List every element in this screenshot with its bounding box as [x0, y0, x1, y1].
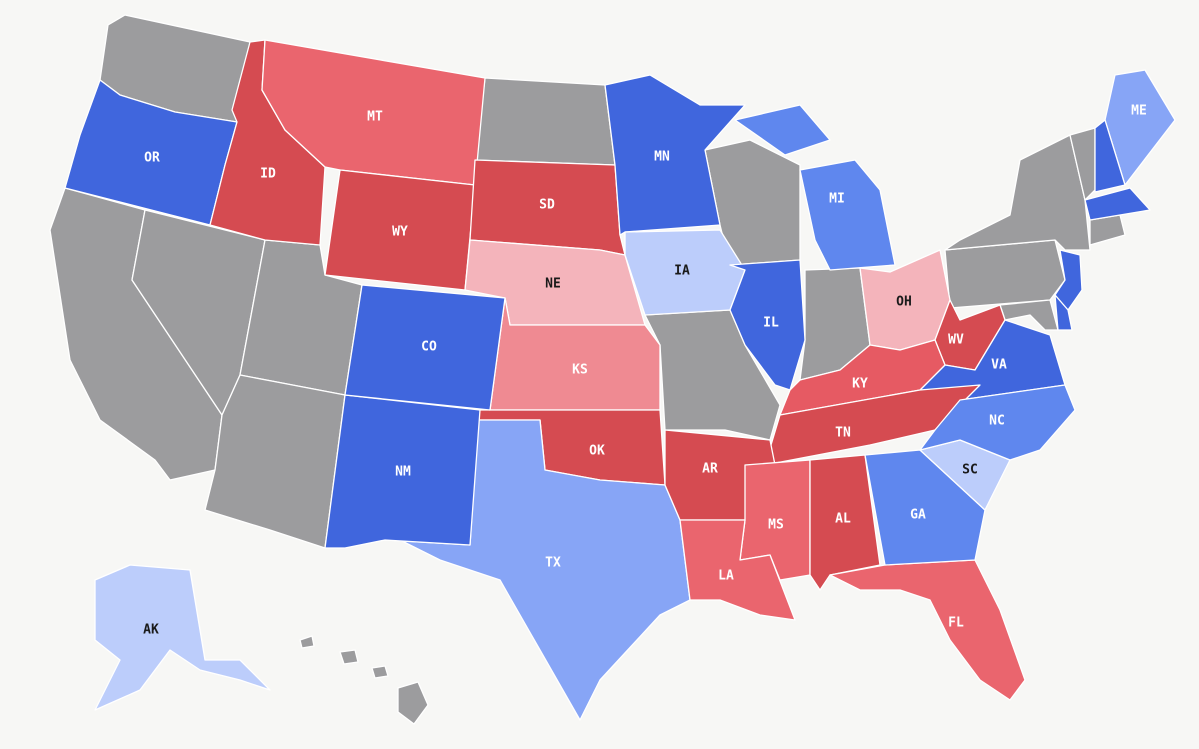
- state-mn: [604, 74, 746, 236]
- state-nm: [324, 394, 481, 549]
- state-label: WV: [948, 333, 964, 348]
- state-label: AK: [143, 623, 159, 638]
- state-label: AR: [702, 462, 718, 477]
- state-mt: [261, 39, 486, 186]
- rated-states: [64, 39, 1176, 721]
- state-label: SD: [539, 198, 555, 213]
- state-hi: [299, 635, 429, 725]
- state-nd: [474, 77, 616, 166]
- state-il: [729, 259, 806, 391]
- state-label: MS: [768, 518, 784, 533]
- state-label: VA: [991, 358, 1007, 373]
- state-label: OR: [144, 151, 160, 166]
- state-label: FL: [948, 616, 964, 631]
- state-label: KS: [572, 363, 588, 378]
- state-label: IL: [763, 316, 779, 331]
- state-pa: [944, 239, 1066, 309]
- state-nh: [1094, 119, 1126, 193]
- state-label: ID: [260, 167, 276, 182]
- state-label: CO: [421, 340, 437, 355]
- state-label: KY: [852, 377, 868, 392]
- state-de: [1054, 294, 1073, 331]
- state-label: OH: [896, 295, 912, 310]
- state-label: NM: [395, 465, 411, 480]
- state-ak: [94, 564, 271, 711]
- state-label: NE: [545, 277, 561, 292]
- state-label: ME: [1131, 104, 1147, 119]
- state-ny: [944, 134, 1091, 251]
- state-label: OK: [589, 444, 605, 459]
- state-label: GA: [910, 508, 926, 523]
- state-label: SC: [962, 463, 978, 478]
- state-label: TN: [835, 426, 851, 441]
- state-la: [679, 519, 796, 621]
- state-labels: OR ID MT WY SD NE KS OK TX NM CO MN IA I…: [143, 104, 1147, 638]
- state-label: WY: [392, 225, 408, 240]
- state-label: IA: [674, 264, 690, 279]
- state-co: [344, 284, 506, 411]
- state-ma: [1084, 187, 1151, 221]
- state-label: NC: [989, 414, 1005, 429]
- state-label: MN: [654, 150, 670, 165]
- state-ga: [864, 449, 986, 566]
- state-label: LA: [718, 569, 734, 584]
- state-nc: [919, 384, 1076, 461]
- state-label: AL: [835, 512, 851, 527]
- state-label: TX: [545, 556, 561, 571]
- state-mi: [734, 104, 896, 271]
- state-label: MI: [829, 192, 845, 207]
- state-label: MT: [367, 110, 383, 125]
